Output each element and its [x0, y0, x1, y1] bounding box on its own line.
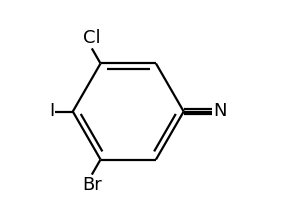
Text: N: N: [213, 103, 226, 120]
Text: Cl: Cl: [83, 29, 100, 47]
Text: Br: Br: [82, 176, 102, 194]
Text: I: I: [49, 103, 54, 120]
